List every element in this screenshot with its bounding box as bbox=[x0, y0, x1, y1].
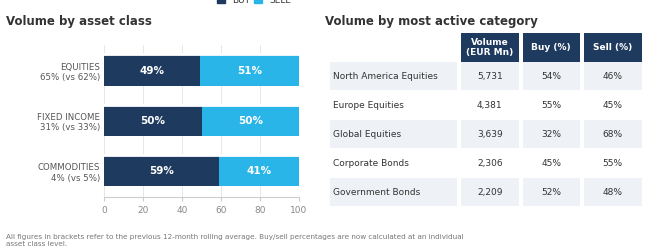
FancyBboxPatch shape bbox=[461, 91, 519, 119]
FancyBboxPatch shape bbox=[584, 120, 642, 148]
Text: Volume by most active category: Volume by most active category bbox=[325, 15, 538, 28]
Text: 55%: 55% bbox=[603, 159, 623, 168]
Text: All figures in brackets refer to the previous 12-month rolling average. Buy/sell: All figures in brackets refer to the pre… bbox=[6, 234, 464, 247]
FancyBboxPatch shape bbox=[330, 62, 457, 90]
Text: 68%: 68% bbox=[603, 130, 623, 139]
Text: 2,209: 2,209 bbox=[477, 188, 502, 197]
Text: Government Bonds: Government Bonds bbox=[333, 188, 421, 197]
Text: Buy (%): Buy (%) bbox=[532, 43, 571, 52]
Text: Volume by asset class: Volume by asset class bbox=[6, 15, 152, 28]
Text: Volume
(EUR Mn): Volume (EUR Mn) bbox=[466, 38, 514, 57]
Text: 59%: 59% bbox=[149, 166, 174, 176]
FancyBboxPatch shape bbox=[330, 149, 457, 177]
FancyBboxPatch shape bbox=[584, 62, 642, 90]
Text: 4,381: 4,381 bbox=[477, 101, 502, 110]
Text: Corporate Bonds: Corporate Bonds bbox=[333, 159, 410, 168]
FancyBboxPatch shape bbox=[461, 120, 519, 148]
Legend: BUY, SELL: BUY, SELL bbox=[214, 0, 294, 9]
Text: Sell (%): Sell (%) bbox=[593, 43, 632, 52]
Text: 50%: 50% bbox=[238, 116, 263, 126]
Text: 51%: 51% bbox=[237, 66, 262, 76]
Text: 49%: 49% bbox=[139, 66, 164, 76]
FancyBboxPatch shape bbox=[330, 91, 457, 119]
Text: 54%: 54% bbox=[541, 72, 562, 81]
Text: 50%: 50% bbox=[140, 116, 165, 126]
Text: 48%: 48% bbox=[603, 188, 623, 197]
Text: 55%: 55% bbox=[541, 101, 562, 110]
FancyBboxPatch shape bbox=[461, 62, 519, 90]
FancyBboxPatch shape bbox=[330, 120, 457, 148]
Text: 45%: 45% bbox=[541, 159, 562, 168]
Bar bbox=[104, 55, 200, 86]
FancyBboxPatch shape bbox=[523, 120, 580, 148]
Bar bbox=[202, 106, 299, 136]
FancyBboxPatch shape bbox=[461, 149, 519, 177]
FancyBboxPatch shape bbox=[523, 149, 580, 177]
Text: 3,639: 3,639 bbox=[477, 130, 502, 139]
Text: North America Equities: North America Equities bbox=[333, 72, 438, 81]
FancyBboxPatch shape bbox=[584, 91, 642, 119]
Text: Global Equities: Global Equities bbox=[333, 130, 402, 139]
Text: 52%: 52% bbox=[541, 188, 562, 197]
FancyBboxPatch shape bbox=[461, 178, 519, 206]
Bar bbox=[200, 55, 299, 86]
Text: 46%: 46% bbox=[603, 72, 623, 81]
FancyBboxPatch shape bbox=[523, 178, 580, 206]
Text: 5,731: 5,731 bbox=[477, 72, 502, 81]
Text: 2,306: 2,306 bbox=[477, 159, 502, 168]
FancyBboxPatch shape bbox=[523, 62, 580, 90]
FancyBboxPatch shape bbox=[330, 178, 457, 206]
Text: Europe Equities: Europe Equities bbox=[333, 101, 404, 110]
FancyBboxPatch shape bbox=[584, 178, 642, 206]
FancyBboxPatch shape bbox=[584, 33, 642, 62]
Bar bbox=[219, 156, 299, 186]
Text: 41%: 41% bbox=[246, 166, 272, 176]
FancyBboxPatch shape bbox=[523, 33, 580, 62]
Bar bbox=[104, 106, 202, 136]
FancyBboxPatch shape bbox=[523, 91, 580, 119]
Text: 45%: 45% bbox=[603, 101, 623, 110]
Text: 32%: 32% bbox=[541, 130, 562, 139]
FancyBboxPatch shape bbox=[584, 149, 642, 177]
FancyBboxPatch shape bbox=[461, 33, 519, 62]
Bar bbox=[104, 156, 219, 186]
